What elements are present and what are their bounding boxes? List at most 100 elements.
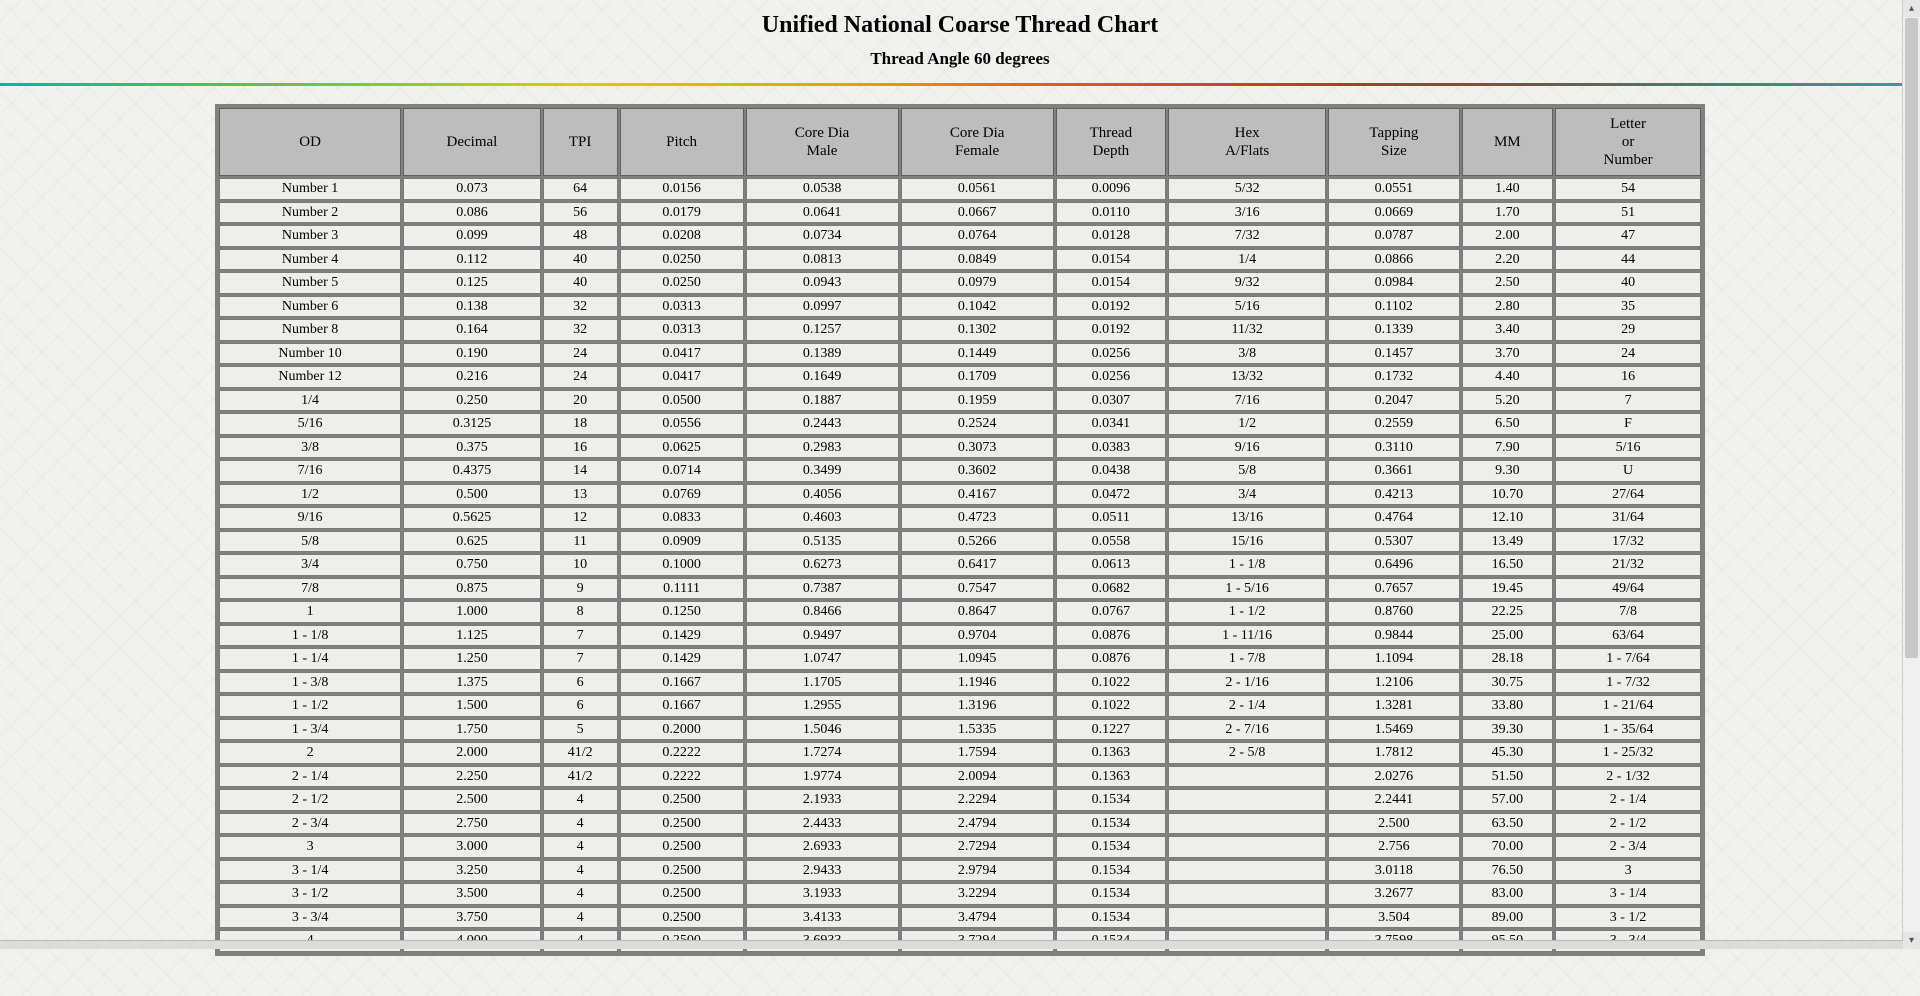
table-cell: 0.1339 <box>1328 319 1459 341</box>
table-cell: 2.756 <box>1328 836 1459 858</box>
scroll-thumb[interactable] <box>1905 18 1918 658</box>
table-cell: 10 <box>543 554 618 576</box>
table-cell: 0.0613 <box>1056 554 1166 576</box>
table-cell: 0.099 <box>403 225 540 247</box>
table-cell: U <box>1555 460 1701 482</box>
table-cell: 4 <box>543 836 618 858</box>
table-cell: 0.112 <box>403 249 540 271</box>
table-cell: 0.0313 <box>620 319 744 341</box>
scroll-down-arrow-icon[interactable]: ▾ <box>1903 932 1920 949</box>
table-cell: 0.375 <box>403 437 540 459</box>
table-cell: 30.75 <box>1462 672 1554 694</box>
table-row: Number 50.125400.02500.09430.09790.01549… <box>219 272 1701 294</box>
table-cell: 0.1363 <box>1056 766 1166 788</box>
table-cell: 3.4133 <box>746 907 899 929</box>
table-cell: 1 - 1/4 <box>219 648 401 670</box>
table-cell: 0.0096 <box>1056 178 1166 200</box>
table-row: 5/80.625110.09090.51350.52660.055815/160… <box>219 531 1701 553</box>
table-cell: 4 <box>543 907 618 929</box>
table-cell: 0.250 <box>403 390 540 412</box>
table-cell: 13/16 <box>1168 507 1326 529</box>
table-cell: 1.3281 <box>1328 695 1459 717</box>
table-cell: 0.1102 <box>1328 296 1459 318</box>
table-cell: 2.6933 <box>746 836 899 858</box>
table-cell: 0.3110 <box>1328 437 1459 459</box>
page-subtitle: Thread Angle 60 degrees <box>0 49 1920 69</box>
table-row: 2 - 1/22.50040.25002.19332.22940.15342.2… <box>219 789 1701 811</box>
table-cell: 0.3661 <box>1328 460 1459 482</box>
table-cell: 1 - 11/16 <box>1168 625 1326 647</box>
table-cell: 1.000 <box>403 601 540 623</box>
table-cell: 1.40 <box>1462 178 1554 200</box>
table-cell: 2 - 1/4 <box>1168 695 1326 717</box>
table-cell: 2 - 1/4 <box>219 766 401 788</box>
table-cell: 25.00 <box>1462 625 1554 647</box>
table-cell: 0.9497 <box>746 625 899 647</box>
table-cell: 0.8466 <box>746 601 899 623</box>
table-cell: 0.3602 <box>901 460 1054 482</box>
table-cell: 6 <box>543 695 618 717</box>
table-row: 3 - 3/43.75040.25003.41333.47940.15343.5… <box>219 907 1701 929</box>
table-cell: 0.0767 <box>1056 601 1166 623</box>
table-cell: 0.1022 <box>1056 695 1166 717</box>
table-cell: 7 <box>543 625 618 647</box>
table-cell: 31/64 <box>1555 507 1701 529</box>
table-cell: 3.2294 <box>901 883 1054 905</box>
table-cell: 0.0511 <box>1056 507 1166 529</box>
table-cell: 3 <box>1555 860 1701 882</box>
table-cell: 0.0538 <box>746 178 899 200</box>
table-cell: 1.2106 <box>1328 672 1459 694</box>
horizontal-scrollbar[interactable] <box>0 940 1903 949</box>
table-cell: 2 - 1/32 <box>1555 766 1701 788</box>
table-cell: 0.4764 <box>1328 507 1459 529</box>
table-cell: 1 - 1/8 <box>1168 554 1326 576</box>
table-cell: 0.0417 <box>620 343 744 365</box>
table-head: ODDecimalTPIPitchCore DiaMaleCore DiaFem… <box>219 108 1701 176</box>
table-cell: Number 4 <box>219 249 401 271</box>
table-cell: 0.2500 <box>620 883 744 905</box>
table-cell: 2.2294 <box>901 789 1054 811</box>
table-cell: 3/4 <box>1168 484 1326 506</box>
table-cell: 2.250 <box>403 766 540 788</box>
table-cell: 1.0945 <box>901 648 1054 670</box>
table-cell: 0.6273 <box>746 554 899 576</box>
table-cell: 2.4433 <box>746 813 899 835</box>
table-cell: 2.0094 <box>901 766 1054 788</box>
table-cell: 0.0669 <box>1328 202 1459 224</box>
table-cell: 5/16 <box>219 413 401 435</box>
table-cell: 0.0849 <box>901 249 1054 271</box>
table-cell: Number 8 <box>219 319 401 341</box>
table-cell: 5/8 <box>1168 460 1326 482</box>
table-cell: 2.500 <box>1328 813 1459 835</box>
table-cell: 0.1389 <box>746 343 899 365</box>
vertical-scrollbar[interactable]: ▴ ▾ <box>1902 0 1920 949</box>
table-row: 33.00040.25002.69332.72940.15342.75670.0… <box>219 836 1701 858</box>
table-cell: 0.8760 <box>1328 601 1459 623</box>
table-cell: 0.2524 <box>901 413 1054 435</box>
table-cell: 3.750 <box>403 907 540 929</box>
table-cell: 76.50 <box>1462 860 1554 882</box>
table-cell: 0.5307 <box>1328 531 1459 553</box>
table-cell: 1 - 1/2 <box>1168 601 1326 623</box>
table-cell: 0.3499 <box>746 460 899 482</box>
table-row: 1 - 3/81.37560.16671.17051.19460.10222 -… <box>219 672 1701 694</box>
table-cell: 27/64 <box>1555 484 1701 506</box>
table-cell: 0.7547 <box>901 578 1054 600</box>
table-cell: 1 - 7/8 <box>1168 648 1326 670</box>
table-cell: 7 <box>543 648 618 670</box>
table-cell: 1.750 <box>403 719 540 741</box>
table-cell: 2 - 1/4 <box>1555 789 1701 811</box>
table-cell: 0.0500 <box>620 390 744 412</box>
col-header: LetterorNumber <box>1555 108 1701 176</box>
table-row: Number 40.112400.02500.08130.08490.01541… <box>219 249 1701 271</box>
table-cell: 40 <box>1555 272 1701 294</box>
table-cell: 5/16 <box>1555 437 1701 459</box>
table-cell: 0.500 <box>403 484 540 506</box>
table-cell: 0.0208 <box>620 225 744 247</box>
table-cell: 19.45 <box>1462 578 1554 600</box>
table-cell: 0.1667 <box>620 672 744 694</box>
table-cell: 1.7594 <box>901 742 1054 764</box>
scroll-up-arrow-icon[interactable]: ▴ <box>1903 0 1920 17</box>
table-cell: 2 <box>219 742 401 764</box>
table-cell: 0.0641 <box>746 202 899 224</box>
